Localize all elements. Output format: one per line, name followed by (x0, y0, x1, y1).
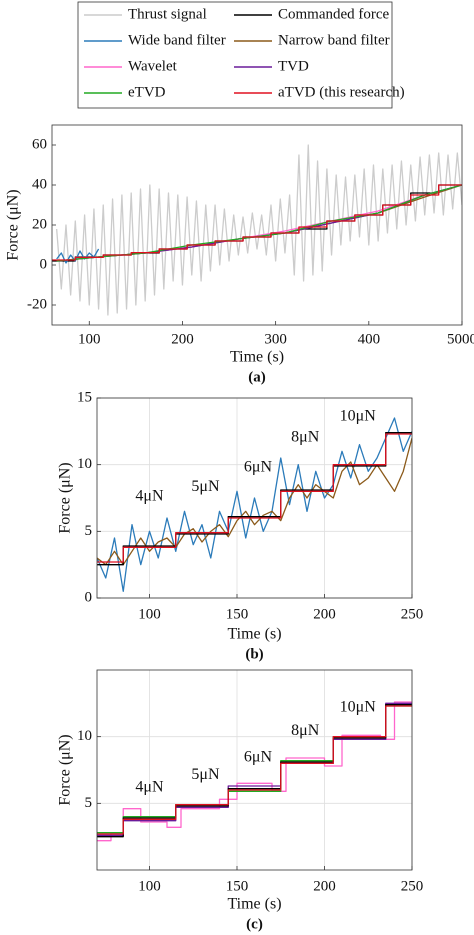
x-tick-label: 200 (313, 606, 336, 622)
y-tick-label: 20 (32, 216, 47, 232)
annotation: 10μN (340, 407, 377, 424)
plot-area (97, 417, 412, 592)
annotation: 10μN (340, 699, 377, 716)
series-line (97, 704, 412, 838)
annotation: 4μN (135, 779, 164, 796)
plot-frame (96, 397, 413, 599)
annotation: 4μN (135, 487, 164, 504)
series-line (56, 144, 462, 316)
series-line (97, 705, 412, 835)
x-tick-label: 250 (401, 606, 424, 622)
series-line (56, 248, 100, 264)
x-tick-label: 300 (264, 331, 287, 347)
annotation: 5μN (191, 478, 220, 495)
series-line (97, 432, 412, 566)
annotation: 8μN (291, 429, 320, 446)
legend-label: Thrust signal (128, 6, 207, 22)
series-line (56, 184, 462, 262)
annotation: 5μN (191, 766, 220, 783)
x-axis-label: Time (s) (230, 349, 284, 366)
legend-box (77, 1, 393, 109)
x-tick-label: 100 (78, 331, 101, 347)
x-tick-label: 100 (138, 606, 161, 622)
series-line (52, 184, 462, 261)
annotation: 6μN (244, 459, 273, 476)
legend-label: Wide band filter (128, 32, 226, 48)
series-line (97, 417, 412, 592)
legend-label: Commanded force (278, 6, 390, 22)
y-axis-label: Force (μN) (5, 189, 22, 260)
y-tick-label: 0 (85, 589, 93, 605)
y-tick-label: 15 (77, 389, 92, 405)
y-tick-label: 5 (85, 795, 93, 811)
y-tick-label: 10 (77, 728, 92, 744)
annotation: 6μN (244, 749, 273, 766)
series-line (97, 433, 412, 563)
series-line (97, 702, 412, 836)
series-line (56, 184, 462, 262)
x-tick-label: 200 (313, 878, 336, 894)
x-tick-label: 150 (226, 878, 249, 894)
y-tick-label: 5 (85, 523, 93, 539)
x-tick-label: 100 (138, 878, 161, 894)
x-tick-label: 400 (358, 331, 381, 347)
x-tick-label: 5000 (447, 331, 474, 347)
y-tick-label: 60 (32, 136, 47, 152)
legend-label: Wavelet (128, 58, 178, 74)
y-axis-label: Force (μN) (57, 462, 74, 533)
plot-area (52, 144, 462, 316)
legend-label: TVD (278, 58, 309, 74)
x-tick-label: 150 (226, 606, 249, 622)
caption: (a) (248, 369, 266, 385)
y-axis-label: Force (μN) (57, 734, 74, 805)
legend-label: eTVD (128, 84, 166, 100)
caption: (c) (246, 916, 263, 932)
plot-frame (96, 669, 413, 871)
x-axis-label: Time (s) (227, 626, 281, 643)
x-axis-label: Time (s) (227, 896, 281, 913)
y-tick-label: 0 (40, 256, 48, 272)
legend-label: Narrow band filter (278, 32, 390, 48)
y-tick-label: -20 (27, 296, 47, 312)
y-tick-label: 10 (77, 456, 92, 472)
x-tick-label: 200 (171, 331, 194, 347)
plot-frame (51, 124, 463, 326)
caption: (b) (245, 646, 263, 662)
plot-area (97, 701, 412, 842)
series-line (97, 437, 412, 566)
x-tick-label: 250 (401, 878, 424, 894)
series-line (56, 184, 462, 262)
series-line (56, 184, 462, 262)
series-line (97, 705, 412, 834)
legend-label: aTVD (this research) (278, 84, 405, 100)
annotation: 8μN (291, 722, 320, 739)
y-tick-label: 40 (32, 176, 47, 192)
